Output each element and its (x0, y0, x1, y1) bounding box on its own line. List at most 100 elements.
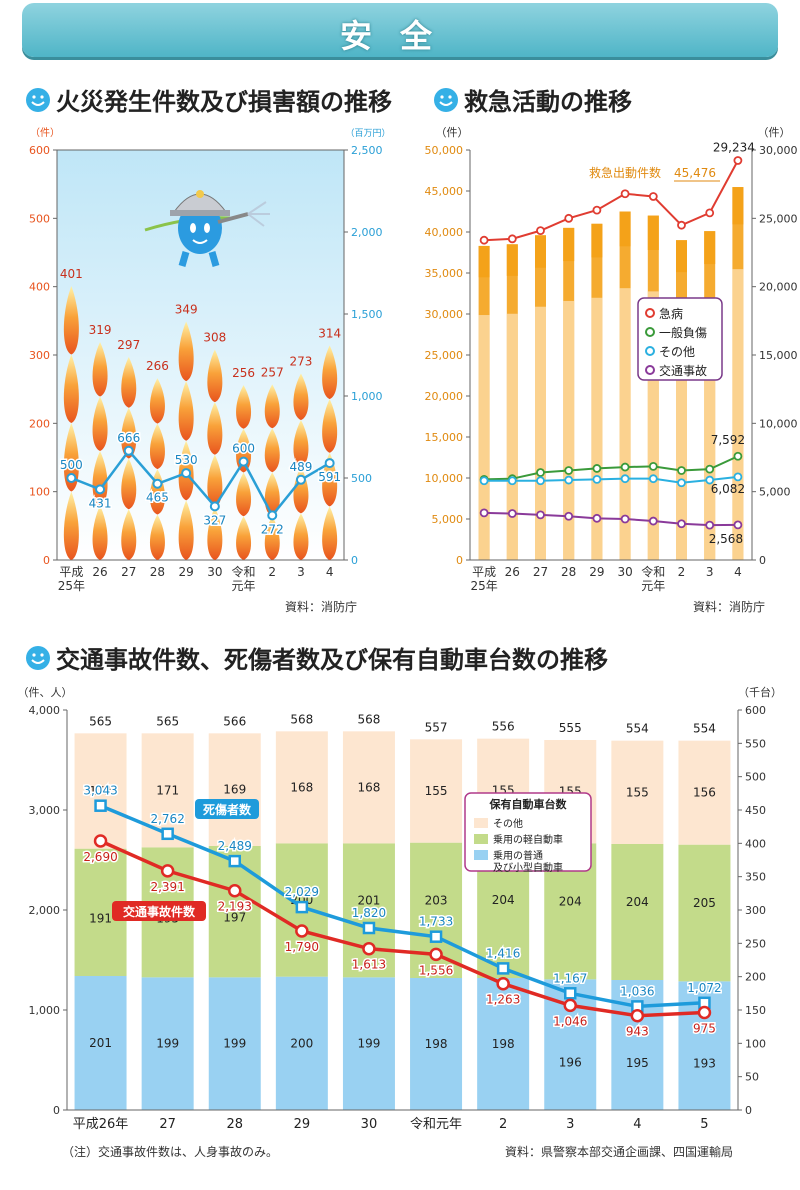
ems-legend-marker (645, 327, 655, 337)
ems-x-label: 3 (706, 565, 714, 579)
regular-car-bar (342, 977, 395, 1110)
traffic-x-label: 28 (226, 1117, 243, 1132)
fire-x-label: 3 (297, 565, 305, 579)
traffic-x-label: 令和元年 (410, 1117, 462, 1132)
fire-right-tick-label: 0 (351, 554, 358, 567)
accidents-point (630, 1008, 645, 1023)
flame-bar (92, 342, 108, 397)
fire-x-label: 30 (207, 565, 222, 579)
fire-x-label: 26 (92, 565, 107, 579)
traffic-x-label: 29 (294, 1117, 311, 1132)
fire-heading: 火災発生件数及び損害額の推移 (24, 82, 392, 117)
dispatch-bar-fade (506, 313, 518, 560)
traffic-right-tick-label: 600 (745, 704, 766, 717)
vehicle-legend-label: 乗用の普通 (493, 849, 543, 862)
mascot-part (204, 223, 210, 233)
ems-legend-label: 交通事故 (659, 363, 707, 378)
damage-value-label: 465 (146, 491, 169, 505)
dispatch-bar-fade (676, 310, 687, 560)
flame-bar (178, 500, 194, 560)
ems-legend-label: 急病 (659, 306, 683, 321)
mascot-part (190, 223, 196, 233)
accidents-point (362, 941, 376, 956)
traffic-x-label: 平成26年 (73, 1117, 129, 1132)
damage-value-label: 489 (289, 460, 312, 474)
flame-bar (63, 354, 79, 423)
ems-x-label: 平成 (472, 565, 496, 579)
traffic-x-label: 30 (361, 1117, 378, 1132)
kei-car-value: 204 (559, 894, 582, 908)
regular-car-value: 199 (357, 1037, 380, 1051)
casualties-point (94, 799, 107, 812)
traffic-right-tick-label: 450 (745, 804, 766, 817)
regular-car-value: 201 (89, 1036, 112, 1050)
casualties-callout-label: 死傷者数 (203, 802, 252, 817)
fire-value-label: 349 (175, 303, 198, 317)
ems-series-point (620, 189, 630, 199)
ems-right-unit: （件） (758, 126, 791, 139)
fire-value-label: 266 (146, 359, 169, 373)
other-vehicle-value: 171 (156, 783, 179, 797)
flame-bar (322, 345, 338, 400)
flame-bar (92, 505, 108, 560)
ems-series-point (705, 208, 715, 218)
kei-car-value: 204 (626, 895, 649, 909)
damage-point (66, 473, 77, 483)
vehicle-total-value: 568 (357, 712, 380, 726)
flame-bar (236, 516, 252, 560)
traffic-right-tick-label: 300 (745, 904, 766, 917)
smile-icon (434, 88, 458, 112)
other-vehicle-bar (678, 740, 731, 845)
dispatch-series-label: 救急出動件数 (589, 165, 661, 180)
accidents-callout-box (112, 901, 206, 921)
flame-bar (63, 285, 79, 355)
casualties-value-label: 1,167 (553, 971, 587, 985)
fire-right-tick-label: 500 (351, 472, 372, 485)
damage-line (70, 448, 331, 518)
regular-car-bar (141, 977, 194, 1110)
regular-car-value: 196 (559, 1056, 582, 1070)
fire-x-label: 4 (326, 565, 334, 579)
ems-x-label: 28 (561, 565, 576, 579)
accidents-value-label: 1,613 (352, 958, 386, 972)
accidents-value-label: 975 (693, 1022, 716, 1036)
damage-value-label: 591 (318, 470, 341, 484)
regular-car-bar (611, 980, 664, 1110)
vehicle-total-value: 554 (693, 722, 716, 736)
regular-car-value: 198 (425, 1037, 448, 1051)
ems-x-label: 25年 (470, 579, 497, 593)
flame-bar (149, 423, 165, 470)
flame-bar (207, 402, 223, 455)
flame-bar (236, 385, 252, 429)
flame-bar (264, 516, 280, 560)
ems-series-point (705, 475, 715, 485)
other-vehicle-bar (275, 731, 328, 844)
accidents-point (563, 998, 577, 1013)
regular-car-bar (74, 976, 127, 1110)
mascot-part (178, 251, 220, 267)
accidents-point (160, 864, 175, 878)
vehicle-legend-label: 及び小型自動車 (493, 861, 563, 874)
vehicle-legend-swatch (474, 834, 488, 844)
flame-bar (63, 422, 79, 492)
section-banner: 安全 (22, 3, 778, 57)
ems-end-label: 6,082 (711, 482, 745, 496)
other-vehicle-bar (208, 733, 261, 846)
traffic-heading-text: 交通事故件数、死傷者数及び保有自動車台数の推移 (56, 646, 608, 674)
fire-right-tick-label: 1,000 (351, 390, 383, 403)
fire-x-label: 平成 (59, 565, 83, 579)
flame-bar (178, 321, 194, 382)
ems-series-point (733, 156, 743, 165)
vehicle-legend-label: その他 (493, 817, 523, 830)
flame-bar (149, 378, 165, 424)
vehicle-total-value: 554 (626, 722, 649, 736)
fire-value-label: 308 (203, 331, 226, 345)
ems-series-point (479, 476, 489, 486)
fire-source: 資料：消防庁 (285, 600, 358, 614)
ems-left-unit: （件） (436, 126, 469, 139)
accidents-value-label: 2,391 (150, 880, 184, 894)
damage-point (324, 458, 335, 469)
mascot-part (170, 210, 230, 216)
flame-bar (264, 428, 280, 473)
ems-right-tick-label: 15,000 (759, 349, 798, 362)
